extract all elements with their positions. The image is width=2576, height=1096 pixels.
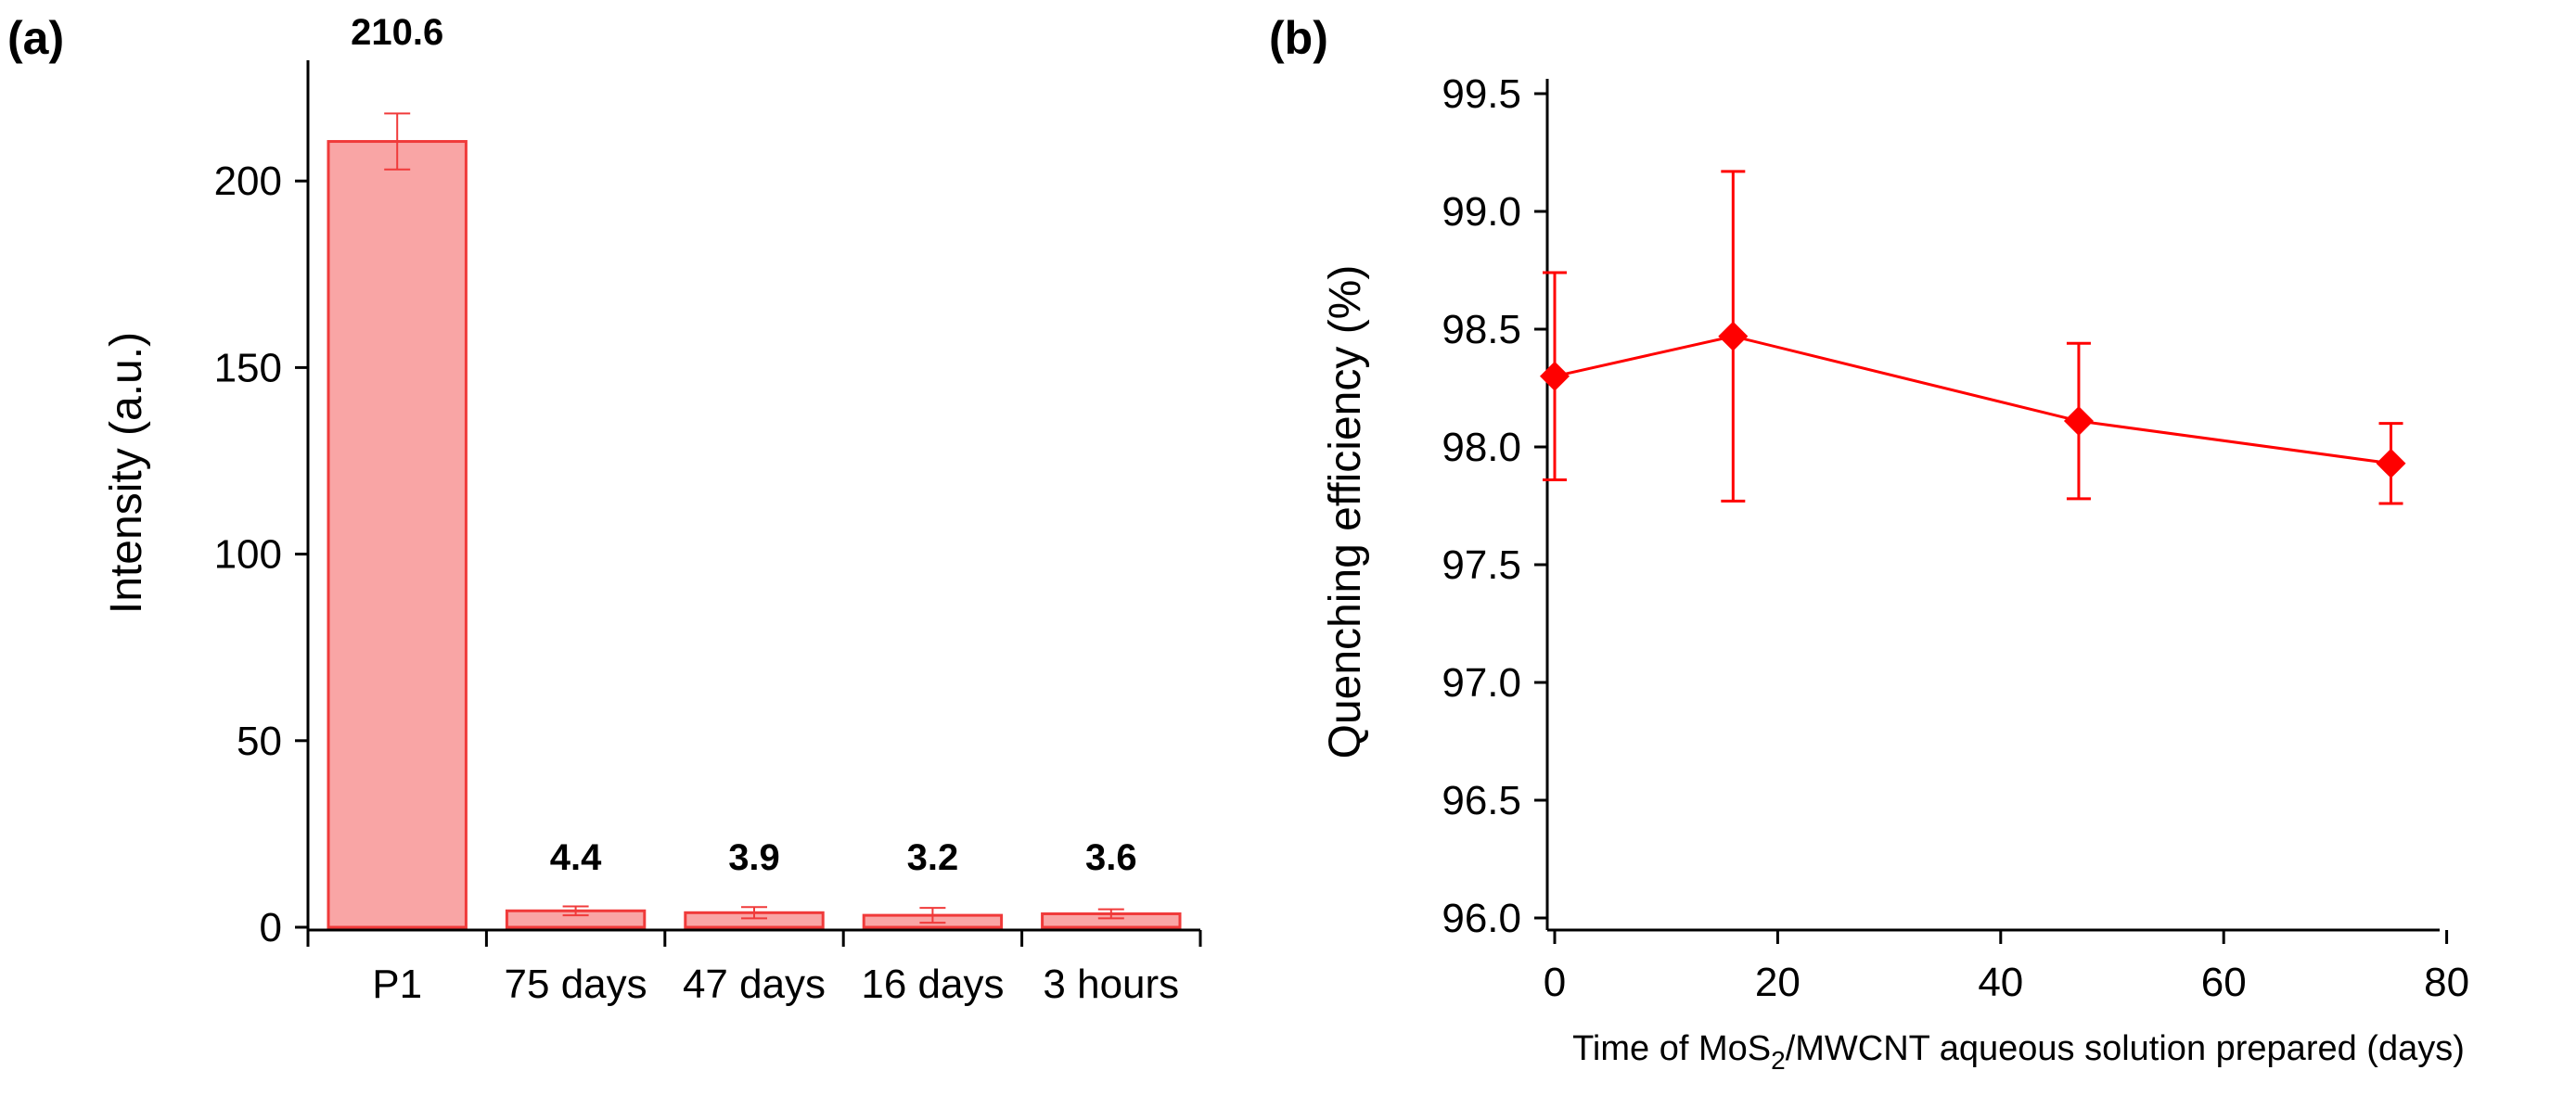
x-title-part-1: Time of MoS <box>1572 1029 1771 1068</box>
panel-a-y-axis-title: Intensity (a.u.) <box>102 332 151 614</box>
y-tick-label-b: 98.5 <box>1442 307 1521 352</box>
y-tick-label-b: 98.0 <box>1442 425 1521 470</box>
data-label: 3.2 <box>907 837 959 878</box>
y-tick-label-b: 99.5 <box>1442 71 1521 117</box>
x-tick-label-a: 16 days <box>861 962 1004 1007</box>
panel-b-x-axis-title: Time of MoS2/MWCNT aqueous solution prep… <box>1572 1029 2465 1075</box>
x-tick-label-a: 3 hours <box>1043 962 1179 1007</box>
panel-b-y-axis-title: Quenching efficiency (%) <box>1321 265 1370 759</box>
data-point <box>1718 321 1749 351</box>
data-point <box>2063 406 2094 437</box>
x-tick-label-b: 60 <box>2201 960 2247 1005</box>
x-tick-label-b: 80 <box>2424 960 2469 1005</box>
y-tick-label-a: 0 <box>260 905 282 950</box>
x-tick-label-b: 20 <box>1755 960 1801 1005</box>
y-tick-label-a: 100 <box>214 532 282 578</box>
x-title-part-2: /MWCNT aqueous solution prepared (days) <box>1786 1029 2465 1068</box>
y-tick-label-b: 97.0 <box>1442 660 1521 706</box>
x-tick-label-a: P1 <box>372 962 422 1007</box>
bar <box>327 140 468 929</box>
data-label: 210.6 <box>351 12 443 53</box>
panel-b-label: (b) <box>1269 12 1328 64</box>
series-line <box>1554 335 2391 465</box>
x-tick-label-b: 0 <box>1544 960 1566 1005</box>
data-label: 3.9 <box>728 837 780 878</box>
y-tick-label-a: 200 <box>214 159 282 204</box>
x-tick-label-a: 75 days <box>505 962 647 1007</box>
y-tick-label-a: 50 <box>237 719 282 764</box>
x-tick-label-a: 47 days <box>683 962 826 1007</box>
data-point <box>1540 361 1570 391</box>
y-tick-label-b: 96.5 <box>1442 778 1521 823</box>
y-tick-label-b: 97.5 <box>1442 542 1521 588</box>
panel-b-plot: 96.0 96.5 97.0 97.5 98.0 98.5 99.0 99.5 0 20 40 60 8… <box>1442 71 2469 1005</box>
data-label: 4.4 <box>550 837 602 878</box>
y-tick-label-b: 99.0 <box>1442 189 1521 235</box>
x-title-subscript: 2 <box>1771 1046 1786 1075</box>
panel-a-plot: 0 50 100 150 200 210.6 P1 4.4 75 days 3.9 47 days 3… <box>214 12 1202 1007</box>
y-tick-label-a: 150 <box>214 345 282 390</box>
data-point <box>2376 448 2406 478</box>
data-label: 3.6 <box>1085 837 1137 878</box>
panel-a-label: (a) <box>7 12 64 64</box>
y-tick-label-b: 96.0 <box>1442 896 1521 941</box>
x-tick-label-b: 40 <box>1978 960 2023 1005</box>
